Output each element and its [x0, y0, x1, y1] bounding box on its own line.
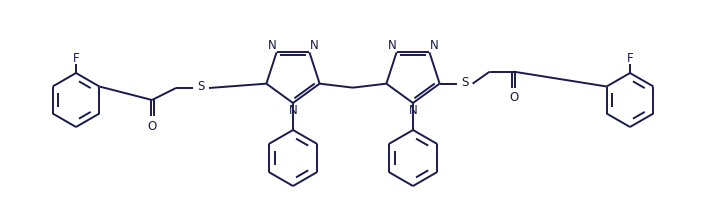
Text: O: O: [509, 91, 518, 104]
Text: N: N: [310, 39, 318, 52]
Text: N: N: [388, 39, 396, 52]
Text: N: N: [268, 39, 276, 52]
Text: S: S: [461, 76, 468, 89]
Text: O: O: [148, 120, 157, 132]
Text: N: N: [430, 39, 438, 52]
Text: N: N: [289, 105, 297, 117]
Text: N: N: [409, 105, 417, 117]
Text: F: F: [627, 52, 633, 64]
Text: S: S: [197, 81, 205, 93]
Text: F: F: [73, 52, 79, 64]
